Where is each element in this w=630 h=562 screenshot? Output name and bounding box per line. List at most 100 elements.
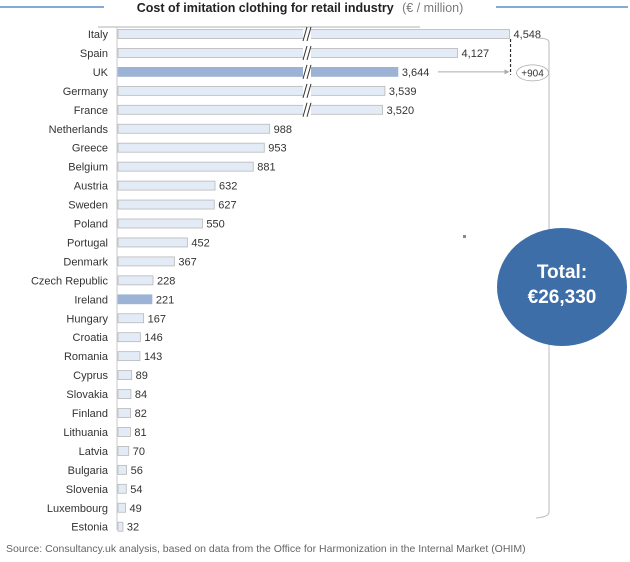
category-label: Bulgaria	[68, 465, 109, 477]
category-label: Poland	[74, 219, 108, 231]
axis-break-mark	[302, 102, 308, 117]
bar-chart: Cost of imitation clothing for retail in…	[0, 0, 628, 534]
value-label: 627	[218, 200, 236, 212]
category-label: France	[74, 105, 108, 117]
bar-portugal	[117, 237, 188, 248]
bar-spain	[117, 48, 458, 58]
bar-czech-republic	[117, 275, 154, 286]
bar-romania	[117, 351, 141, 362]
category-label: Germany	[63, 86, 109, 98]
value-label: 3,520	[387, 105, 415, 117]
value-label: 56	[131, 465, 143, 477]
value-label: 143	[144, 351, 162, 363]
axis-break-mark	[302, 26, 308, 42]
axis-break-gap	[303, 28, 311, 40]
category-label: Latvia	[79, 446, 109, 458]
value-label: 89	[136, 370, 148, 382]
bar-slovakia	[117, 389, 132, 399]
category-label: Sweden	[68, 200, 108, 212]
category-label: UK	[93, 67, 109, 79]
bar-italy	[117, 29, 510, 39]
bar-croatia	[117, 332, 141, 343]
category-label: Slovakia	[66, 389, 108, 401]
category-label: Ireland	[74, 294, 108, 306]
value-label: 550	[206, 219, 224, 231]
bar-lithuania	[117, 427, 131, 437]
bar-hungary	[117, 313, 145, 324]
value-label: 953	[268, 143, 286, 155]
value-label: 988	[274, 124, 292, 136]
category-label: Hungary	[66, 313, 108, 325]
total-label: Total:	[537, 262, 587, 283]
category-label: Czech Republic	[31, 275, 109, 287]
value-label: 221	[156, 294, 174, 306]
bar-finland	[117, 408, 131, 418]
value-label: 3,539	[389, 86, 417, 98]
stray-mark	[463, 235, 466, 238]
value-label: 32	[127, 522, 139, 534]
chart-title-main: Cost of imitation clothing for retail in…	[137, 1, 394, 15]
value-label: 367	[178, 256, 196, 268]
value-label: 146	[144, 332, 162, 344]
bar-greece	[117, 142, 265, 153]
bar-poland	[117, 218, 203, 229]
axis-break-gap	[303, 85, 311, 97]
bar-luxembourg	[117, 502, 126, 513]
bar-germany	[117, 85, 386, 96]
bar-ireland	[117, 294, 153, 305]
category-label: Slovenia	[66, 484, 109, 496]
category-label: Lithuania	[63, 427, 109, 439]
axis-break-mark	[302, 64, 308, 80]
category-label: Luxembourg	[47, 503, 108, 515]
value-label: 632	[219, 181, 237, 193]
bar-estonia	[117, 521, 124, 532]
category-label: Italy	[88, 29, 109, 41]
value-label: 881	[257, 162, 275, 174]
value-label: 4,127	[462, 48, 490, 60]
axis-break-mark	[302, 83, 308, 98]
chart-title-unit: (€ / million)	[402, 1, 463, 15]
category-label: Austria	[74, 181, 109, 193]
axis-break-gap	[303, 66, 311, 78]
bar-netherlands	[117, 123, 271, 134]
total-value: €26,330	[528, 287, 597, 308]
category-label: Croatia	[73, 332, 109, 344]
value-label: 3,644	[402, 67, 430, 79]
bar-uk	[117, 67, 399, 77]
chart-title: Cost of imitation clothing for retail in…	[137, 0, 464, 16]
category-label: Estonia	[71, 522, 109, 534]
value-label: 228	[157, 275, 175, 287]
category-label: Greece	[72, 143, 108, 155]
axis-break-mark	[306, 64, 312, 80]
difference-arrowhead	[504, 69, 510, 75]
category-label: Denmark	[63, 256, 108, 268]
bar-latvia	[117, 445, 130, 456]
bar-denmark	[117, 256, 175, 267]
value-label: 81	[134, 427, 146, 439]
value-label: 70	[133, 446, 145, 458]
axis-break-gap	[303, 47, 311, 59]
total-circle	[497, 228, 627, 346]
bar-austria	[117, 180, 216, 191]
axis-break-mark	[302, 45, 308, 61]
axis-break-gap	[303, 104, 311, 116]
bar-bulgaria	[117, 464, 127, 475]
value-label: 452	[191, 237, 209, 249]
axis-break-mark	[306, 102, 312, 117]
bar-cyprus	[117, 370, 133, 381]
axis-break-mark	[306, 26, 312, 42]
axis-break-mark	[306, 83, 312, 98]
category-label: Netherlands	[49, 124, 109, 136]
value-label: 49	[130, 503, 142, 515]
difference-label: +904	[521, 68, 544, 79]
bar-france	[117, 104, 383, 115]
value-label: 167	[148, 313, 166, 325]
value-label: 84	[135, 389, 147, 401]
value-label: 54	[130, 484, 142, 496]
category-label: Portugal	[67, 237, 108, 249]
bar-belgium	[117, 161, 254, 172]
category-label: Spain	[80, 48, 108, 60]
difference-annotation: +904	[437, 39, 549, 82]
source-note: Source: Consultancy.uk analysis, based o…	[6, 543, 526, 555]
category-label: Finland	[72, 408, 108, 420]
